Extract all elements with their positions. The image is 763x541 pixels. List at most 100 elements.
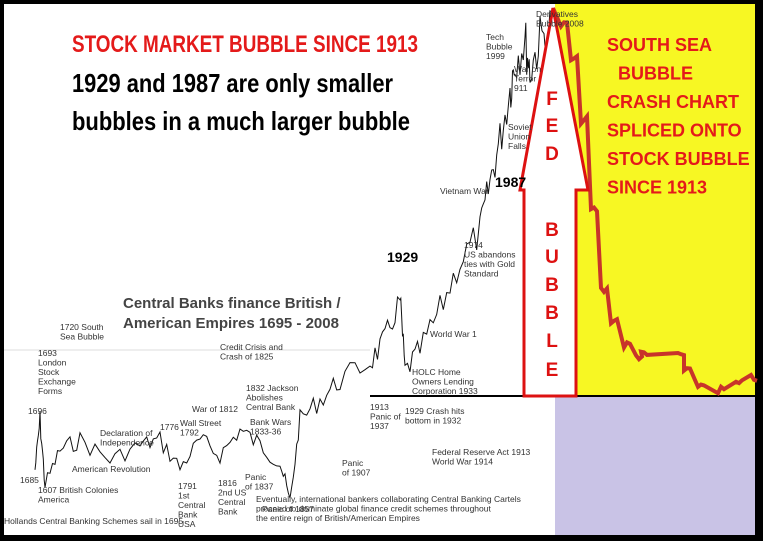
annotation: 2nd US [218, 488, 247, 498]
side-note: CRASH CHART [607, 92, 739, 112]
annotation: Bubble 2008 [536, 19, 584, 29]
annotation: Standard [464, 269, 499, 279]
arrow-letter: B [545, 275, 559, 296]
annotation: of 1837 [245, 482, 274, 492]
marker: 1929 [387, 249, 418, 265]
arrow-letter: E [546, 360, 559, 381]
yellow-panel [555, 4, 755, 396]
annotation: Independence [100, 438, 154, 448]
annotation: 1693 [38, 348, 57, 358]
annotation: Crash of 1825 [220, 352, 274, 362]
title: STOCK MARKET BUBBLE SINCE 1913 [72, 31, 418, 58]
annotation: America [38, 495, 69, 505]
annotation: 1696 [28, 406, 47, 416]
annotation: of 1907 [342, 468, 371, 478]
annotation: World War 1914 [432, 457, 493, 467]
fed-arrow [518, 7, 590, 398]
annotation: Central [218, 497, 246, 507]
annotation: War of 1812 [192, 404, 238, 414]
annotation: Union [508, 132, 530, 142]
annotation: Federal Reserve Act 1913 [432, 447, 531, 457]
annotation: 1974 [464, 240, 483, 250]
annotation: 1833-36 [250, 427, 281, 437]
lavender-panel [555, 396, 755, 535]
annotation: proceed to dominate global finance credi… [256, 504, 491, 514]
annotation: American Revolution [72, 464, 151, 474]
caption: Central Banks finance British / [123, 295, 341, 312]
annotation: Derivatives [536, 9, 578, 19]
annotation: Bank [218, 507, 238, 517]
annotation: 1st [178, 491, 190, 501]
annotation: 1937 [370, 421, 389, 431]
annotation: Eventually, international bankers collab… [256, 494, 521, 504]
subtitle: bubbles in a much larger bubble [72, 106, 410, 136]
annotation: Central Bank [246, 402, 296, 412]
side-note: BUBBLE [618, 64, 693, 84]
arrow-letter: B [545, 220, 559, 241]
annotation: 1685 [20, 475, 39, 485]
annotation: 1720 South [60, 322, 104, 332]
annotation: 1929 Crash hits [405, 406, 465, 416]
marker: 1987 [495, 174, 526, 190]
annotation: Bubble [486, 42, 513, 52]
annotation: 1832 Jackson [246, 383, 299, 393]
annotation: Falls [508, 141, 526, 151]
annotation: Corporation 1933 [412, 386, 478, 396]
side-note: SPLICED ONTO [607, 121, 742, 141]
annotation: Exchange [38, 377, 76, 387]
arrow-letter: B [545, 303, 559, 324]
annotation: 1816 [218, 478, 237, 488]
annotation: 1792 [180, 428, 199, 438]
side-note: SINCE 1913 [607, 178, 707, 198]
annotation: Bank Wars [250, 417, 291, 427]
annotation: Hollands Central Banking Schemes sail in… [4, 516, 183, 526]
annotation: 1791 [178, 481, 197, 491]
price-art [34, 7, 758, 499]
crash-line [551, 7, 758, 396]
arrow-letter: E [546, 116, 559, 137]
annotation: Credit Crisis and [220, 342, 283, 352]
annotation: Abolishes [246, 393, 283, 403]
annotation: HOLC Home [412, 367, 461, 377]
annotation: Panic of [370, 412, 401, 422]
annotation: World War 1 [430, 329, 477, 339]
annotation: Sea Bubble [60, 332, 104, 342]
annotation: Terror [514, 74, 536, 84]
annotation: War on [514, 64, 541, 74]
arrow-letter: F [546, 89, 558, 110]
annotation: 911 [514, 83, 528, 93]
annotation: 1776 [160, 422, 179, 432]
annotation: Stock [38, 367, 60, 377]
annotation: Owners Lending [412, 377, 474, 387]
annotation: 1999 [486, 51, 505, 61]
annotation: the entire reign of British/American Emp… [256, 513, 420, 523]
annotation: Panic of 1857 [262, 504, 314, 514]
annotation: USA [178, 519, 196, 529]
annotation: Tech [486, 32, 504, 42]
arrow-letter: L [546, 331, 558, 352]
subtitle: 1929 and 1987 are only smaller [72, 68, 393, 98]
annotation: Soviet [508, 122, 532, 132]
texts: STOCK MARKET BUBBLE SINCE 1913 1929 and 1… [4, 9, 750, 529]
annotation: Bank [178, 510, 198, 520]
annotation: Declaration of [100, 428, 153, 438]
arrow-letter: U [545, 247, 559, 268]
annotation: 1913 [370, 402, 389, 412]
side-note: SOUTH SEA [607, 35, 712, 55]
annotation: Panic [245, 472, 267, 482]
annotation: Panic [342, 458, 364, 468]
annotation: 1607 British Colonies [38, 485, 118, 495]
annotation: Central [178, 500, 206, 510]
annotation: ties with Gold [464, 259, 515, 269]
arrow-letter: D [545, 144, 559, 165]
stock-line [34, 10, 551, 499]
annotation: US abandons [464, 250, 516, 260]
annotation: London [38, 358, 67, 368]
annotation: Wall Street [180, 418, 222, 428]
annotation: Vietnam War [440, 186, 489, 196]
annotation: Forms [38, 386, 62, 396]
annotation: bottom in 1932 [405, 416, 462, 426]
caption: American Empires 1695 - 2008 [123, 315, 339, 332]
side-note: STOCK BUBBLE [607, 149, 750, 169]
